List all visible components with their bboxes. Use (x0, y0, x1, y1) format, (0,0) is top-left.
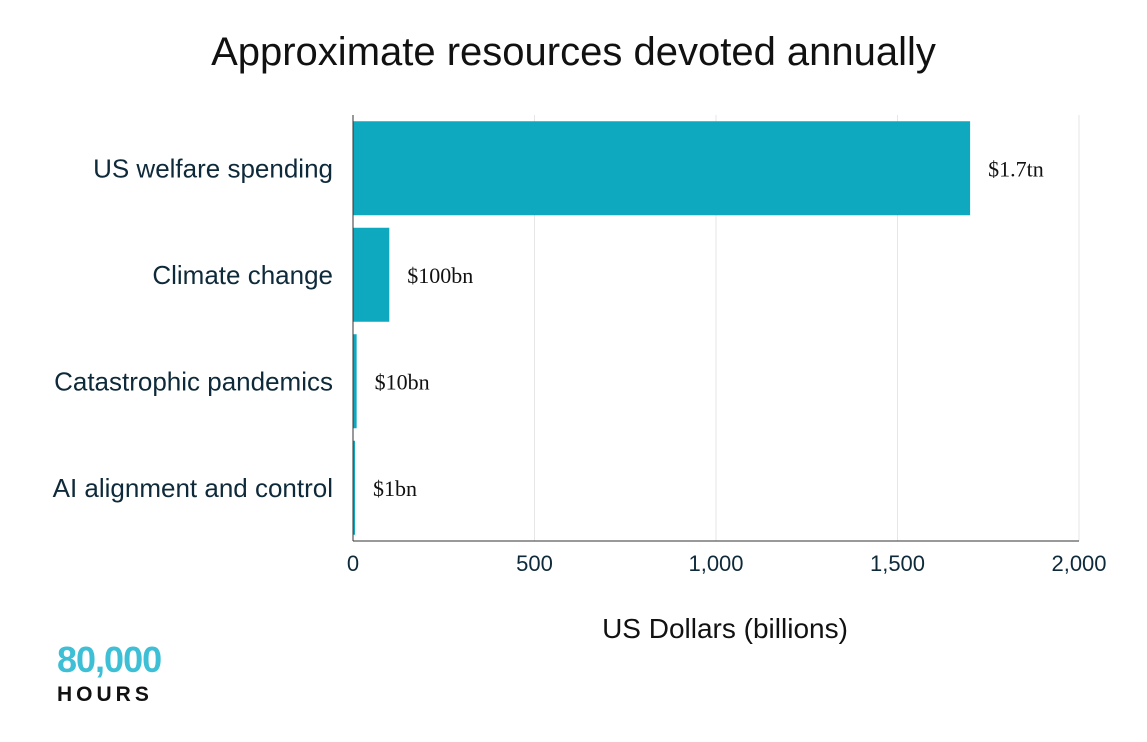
bar (353, 334, 357, 429)
axes (352, 115, 1079, 542)
bar (353, 227, 390, 322)
bars (353, 121, 971, 535)
data-label: $10bn (375, 369, 430, 394)
bar (353, 440, 355, 535)
category-label: Climate change (152, 260, 333, 290)
x-axis-title: US Dollars (billions) (602, 613, 848, 644)
data-label: $1bn (373, 476, 417, 501)
logo-number: 80,000 (57, 639, 162, 680)
logo-word: HOURS (57, 683, 153, 706)
data-label: $1.7tn (988, 156, 1044, 181)
category-label: AI alignment and control (53, 473, 333, 503)
x-tick-label: 1,500 (870, 551, 925, 576)
x-tick-label: 1,000 (688, 551, 743, 576)
x-tick-label: 2,000 (1051, 551, 1106, 576)
data-label: $100bn (407, 263, 473, 288)
x-tick-label: 0 (347, 551, 359, 576)
chart-title: Approximate resources devoted annually (211, 30, 936, 74)
brand-logo: 80,000 HOURS (57, 639, 162, 708)
x-tick-label: 500 (516, 551, 553, 576)
labels: 0 500 1,000 1,500 2,000 US welfare spending $1… (53, 153, 1107, 576)
bar (353, 121, 971, 216)
category-label: Catastrophic pandemics (54, 366, 333, 396)
category-label: US welfare spending (93, 153, 333, 183)
